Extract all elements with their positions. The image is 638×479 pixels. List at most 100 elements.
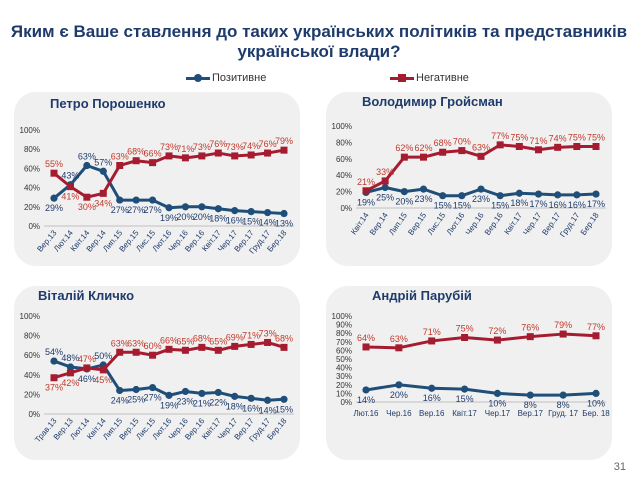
legend-negative: Негативне bbox=[390, 72, 469, 84]
data-point-positive bbox=[50, 194, 58, 202]
chart-panel-groysman: Володимир Гройсман 0% 20% 40% 60% 80% 100% Квіт… bbox=[326, 92, 612, 266]
x-tick-label: Трав.13 bbox=[33, 416, 59, 444]
data-label-negative: 62% bbox=[395, 143, 413, 153]
data-label-positive: 46% bbox=[78, 374, 96, 384]
data-label-positive: 15% bbox=[491, 201, 509, 211]
data-label-negative: 73% bbox=[160, 142, 178, 152]
x-tick-label: Лют.16 bbox=[354, 409, 380, 418]
x-tick-label: Чер.16 bbox=[386, 409, 412, 418]
data-label-positive: 63% bbox=[78, 152, 96, 162]
x-tick-label: Вер.17 bbox=[518, 409, 544, 418]
x-tick-label: Квіт.17 bbox=[452, 409, 477, 418]
data-label-positive: 57% bbox=[94, 157, 112, 167]
data-label-positive: 10% bbox=[488, 398, 506, 408]
data-point-negative bbox=[477, 152, 485, 160]
y-tick-label: 60% bbox=[336, 155, 352, 164]
data-point-negative bbox=[264, 338, 272, 346]
y-tick-label: 80% bbox=[336, 329, 352, 338]
x-tick-label: Вер.15 bbox=[406, 211, 428, 237]
data-point-negative bbox=[535, 146, 542, 154]
x-tick-label: Чер.17 bbox=[521, 211, 543, 237]
y-tick-label: 100% bbox=[20, 126, 40, 135]
legend-negative-marker bbox=[390, 73, 414, 82]
data-point-positive bbox=[66, 363, 75, 371]
legend-positive: Позитивне bbox=[186, 72, 266, 84]
data-point-positive bbox=[116, 386, 124, 395]
data-label-negative: 34% bbox=[94, 198, 112, 208]
data-label-negative: 70% bbox=[453, 137, 471, 147]
data-point-negative bbox=[198, 152, 206, 160]
data-point-negative bbox=[247, 340, 255, 348]
data-point-negative bbox=[362, 187, 370, 195]
data-label-negative: 76% bbox=[259, 139, 277, 149]
data-point-positive bbox=[214, 388, 222, 397]
data-label-negative: 71% bbox=[423, 327, 441, 337]
data-point-positive bbox=[592, 190, 600, 198]
data-point-positive bbox=[573, 191, 581, 199]
data-label-positive: 27% bbox=[144, 393, 162, 403]
data-point-negative bbox=[554, 143, 562, 151]
data-point-positive bbox=[263, 208, 272, 217]
data-point-positive bbox=[534, 190, 543, 198]
y-tick-label: 10% bbox=[336, 389, 352, 398]
data-label-negative: 21% bbox=[357, 177, 375, 187]
y-tick-label: 80% bbox=[24, 332, 40, 341]
data-label-positive: 20% bbox=[176, 212, 194, 222]
data-label-negative: 68% bbox=[434, 138, 452, 148]
data-point-positive bbox=[247, 394, 255, 402]
data-point-negative bbox=[231, 152, 239, 160]
data-point-negative bbox=[515, 143, 523, 150]
data-label-positive: 13% bbox=[275, 219, 293, 229]
data-point-positive bbox=[132, 196, 140, 204]
data-point-negative bbox=[461, 334, 469, 341]
data-label-negative: 77% bbox=[491, 131, 509, 141]
x-tick-label: Вер.16 bbox=[483, 211, 505, 237]
data-label-negative: 68% bbox=[275, 333, 293, 343]
data-point-negative bbox=[116, 348, 124, 356]
data-point-negative bbox=[573, 143, 581, 150]
data-label-positive: 20% bbox=[395, 197, 413, 207]
data-point-positive bbox=[559, 391, 567, 399]
data-point-positive bbox=[496, 192, 504, 200]
x-tick-label: Лип.15 bbox=[387, 211, 409, 237]
data-point-positive bbox=[83, 161, 91, 170]
data-label-positive: 48% bbox=[61, 353, 79, 363]
data-label-negative: 42% bbox=[61, 378, 79, 388]
chart-panel-poroshenko: Петро Порошенко 0% 20% 40% 60% 80% 100% Вер.13 Л… bbox=[14, 92, 300, 266]
data-point-negative bbox=[428, 337, 436, 345]
data-label-negative: 74% bbox=[549, 133, 567, 143]
data-point-positive bbox=[181, 203, 190, 211]
data-label-negative: 71% bbox=[529, 136, 547, 146]
data-point-negative bbox=[395, 344, 403, 352]
x-tick-label: Лис.15 bbox=[426, 211, 448, 237]
data-point-positive bbox=[165, 391, 173, 399]
data-point-negative bbox=[362, 343, 370, 351]
data-label-positive: 15% bbox=[434, 201, 452, 211]
data-label-positive: 27% bbox=[127, 205, 145, 215]
x-tick-label: Чер.16 bbox=[464, 211, 486, 237]
data-label-negative: 79% bbox=[275, 136, 293, 146]
data-point-negative bbox=[458, 147, 466, 155]
data-label-positive: 22% bbox=[209, 397, 227, 407]
data-point-positive bbox=[198, 203, 206, 211]
data-point-negative bbox=[264, 149, 272, 157]
data-label-negative: 69% bbox=[226, 332, 244, 342]
data-point-negative bbox=[198, 343, 206, 351]
data-label-negative: 33% bbox=[376, 167, 394, 177]
data-label-positive: 15% bbox=[453, 201, 471, 211]
data-point-positive bbox=[592, 389, 600, 397]
data-point-negative bbox=[99, 189, 107, 197]
data-label-positive: 19% bbox=[160, 213, 178, 223]
data-label-negative: 65% bbox=[176, 336, 194, 346]
data-label-positive: 16% bbox=[242, 403, 260, 413]
data-label-positive: 10% bbox=[587, 398, 605, 408]
x-tick-label: Бер.18 bbox=[579, 211, 601, 237]
data-label-positive: 54% bbox=[45, 347, 63, 357]
y-tick-label: 60% bbox=[24, 351, 40, 360]
data-point-positive bbox=[263, 396, 272, 404]
y-tick-label: 100% bbox=[332, 122, 352, 131]
y-tick-label: 0% bbox=[28, 410, 40, 419]
y-tick-label: 40% bbox=[336, 171, 352, 180]
data-label-positive: 14% bbox=[259, 405, 277, 415]
data-label-negative: 71% bbox=[176, 144, 194, 154]
